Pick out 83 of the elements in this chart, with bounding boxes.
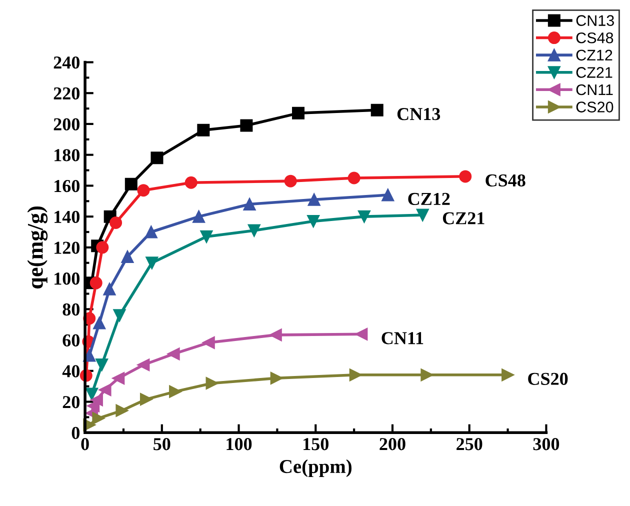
legend-label: CS48 xyxy=(576,32,614,44)
legend-label: CN11 xyxy=(576,84,613,96)
y-tick-label: 20 xyxy=(62,396,80,408)
x-tick-label: 200 xyxy=(380,438,406,450)
point xyxy=(184,176,198,189)
y-tick-label: 140 xyxy=(54,210,80,224)
y-tick-label: 100 xyxy=(54,272,80,285)
point xyxy=(150,152,164,164)
point xyxy=(169,385,182,398)
x-tick-label: 250 xyxy=(456,438,482,450)
point xyxy=(248,224,260,237)
point xyxy=(112,372,125,385)
annotation: CS20 xyxy=(528,372,568,385)
point xyxy=(86,388,98,400)
point xyxy=(192,210,206,223)
point xyxy=(284,174,297,188)
y-axis-title: qe(mg/g) xyxy=(27,206,48,288)
point xyxy=(240,119,253,132)
x-tick-label: 100 xyxy=(226,438,252,450)
point xyxy=(243,198,256,210)
point xyxy=(140,393,152,406)
legend-label: CN13 xyxy=(576,15,614,26)
point xyxy=(121,250,134,263)
point xyxy=(270,372,283,384)
legend-label: CZ12 xyxy=(576,50,612,61)
point xyxy=(113,309,126,322)
annotation: CN11 xyxy=(382,332,424,344)
annotation: CZ12 xyxy=(408,192,450,206)
y-tick-label: 0 xyxy=(72,426,80,440)
point xyxy=(96,241,109,254)
point xyxy=(98,384,112,396)
point xyxy=(416,208,429,222)
point xyxy=(307,214,320,228)
point xyxy=(197,124,210,136)
legend-label: CS20 xyxy=(576,102,614,112)
x-axis-title: Ce(ppm) xyxy=(280,459,352,478)
legend-label: CZ21 xyxy=(576,67,612,78)
y-tick-label: 60 xyxy=(62,334,80,346)
point xyxy=(355,328,368,340)
point xyxy=(110,216,122,229)
x-tick-label: 50 xyxy=(154,438,170,450)
x-tick-label: 0 xyxy=(81,438,89,450)
y-tick-label: 160 xyxy=(54,180,80,192)
y-tick-label: 40 xyxy=(62,365,80,378)
y-tick-label: 220 xyxy=(54,87,80,100)
y-tick-label: 240 xyxy=(54,56,80,69)
point xyxy=(90,394,103,406)
point xyxy=(103,282,116,296)
point xyxy=(124,178,138,190)
y-tick-label: 200 xyxy=(54,118,80,130)
annotation: CZ21 xyxy=(442,212,484,224)
annotation: CN13 xyxy=(397,108,440,120)
point xyxy=(358,210,370,223)
x-tick-label: 150 xyxy=(304,438,328,450)
point xyxy=(502,368,514,382)
point xyxy=(137,184,150,197)
point xyxy=(420,368,434,382)
point xyxy=(308,193,320,206)
point xyxy=(90,276,102,290)
point xyxy=(292,106,305,120)
x-tick-label: 300 xyxy=(533,438,560,450)
point xyxy=(93,316,106,330)
point xyxy=(349,368,362,382)
point xyxy=(206,376,218,390)
y-tick-label: 80 xyxy=(62,303,80,316)
point xyxy=(137,358,150,372)
point xyxy=(83,349,96,362)
point xyxy=(382,188,394,202)
point xyxy=(269,328,282,342)
point xyxy=(200,230,213,243)
y-tick-label: 180 xyxy=(54,149,80,162)
point xyxy=(348,172,360,184)
y-tick-label: 120 xyxy=(54,242,80,254)
point xyxy=(167,348,180,360)
annotation: CS48 xyxy=(486,174,526,187)
point xyxy=(202,336,215,349)
point xyxy=(459,170,472,183)
point xyxy=(144,226,158,238)
point xyxy=(370,104,384,116)
point xyxy=(96,358,108,371)
point xyxy=(92,412,105,425)
point xyxy=(116,404,128,417)
point xyxy=(146,256,158,270)
